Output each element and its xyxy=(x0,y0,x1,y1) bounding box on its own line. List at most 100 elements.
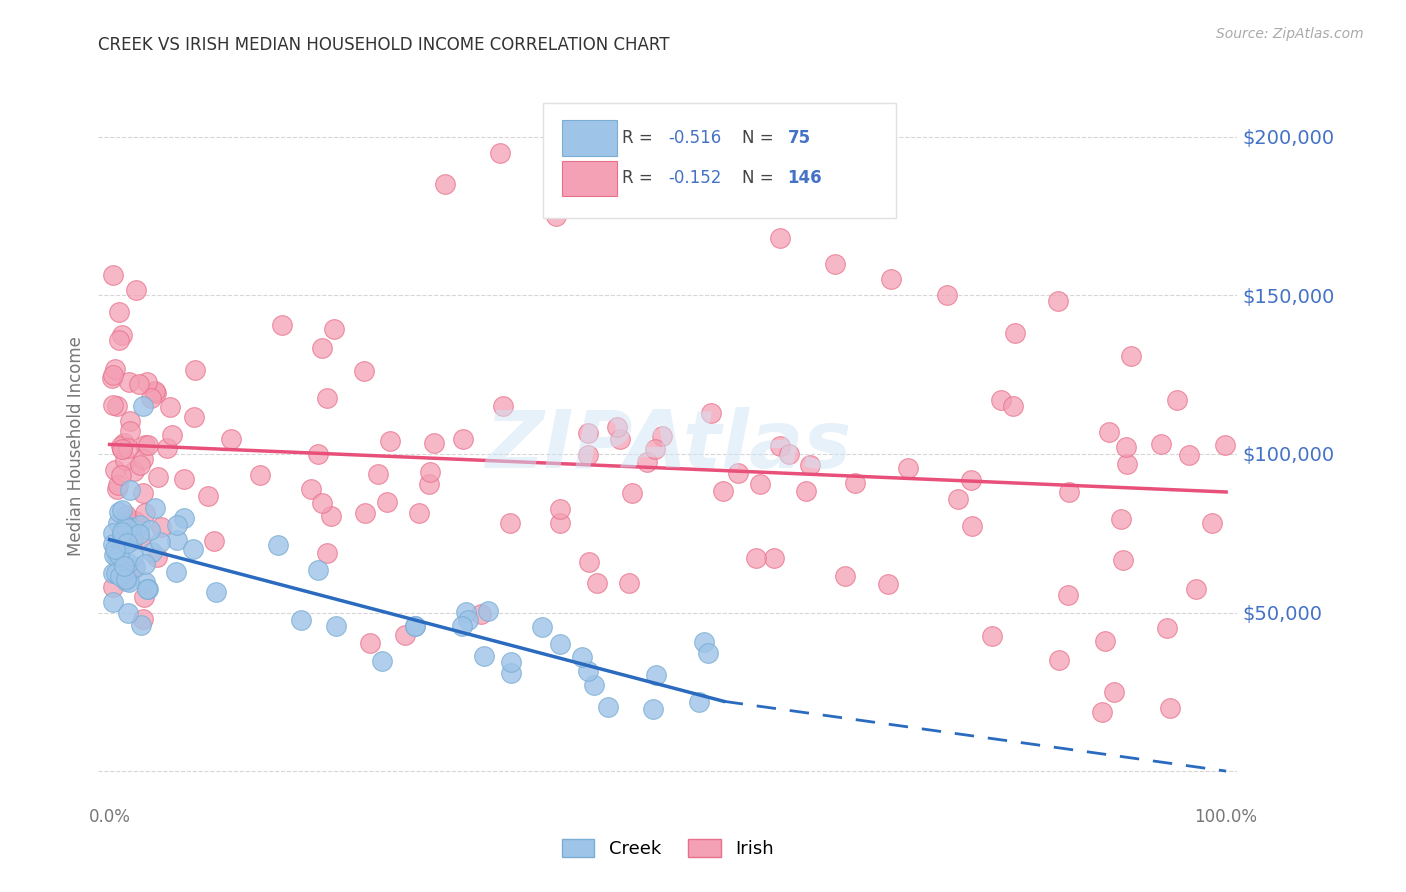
Point xyxy=(136,437,159,451)
Point xyxy=(125,283,148,297)
Point xyxy=(408,507,430,521)
Point xyxy=(128,377,150,392)
Point xyxy=(501,655,523,669)
Point xyxy=(122,549,145,563)
Point xyxy=(598,699,620,714)
Point xyxy=(477,604,499,618)
Point xyxy=(149,535,172,549)
Point xyxy=(472,648,495,663)
Point xyxy=(108,505,131,519)
Point xyxy=(136,375,159,389)
Point xyxy=(166,533,188,547)
Point xyxy=(693,634,716,648)
Point xyxy=(129,458,152,472)
Point xyxy=(143,384,166,398)
Point xyxy=(115,536,138,550)
FancyBboxPatch shape xyxy=(562,120,617,155)
Point xyxy=(118,575,141,590)
Point xyxy=(1115,458,1137,472)
Point xyxy=(418,477,440,491)
Point xyxy=(145,549,167,564)
Point xyxy=(134,590,156,604)
Point xyxy=(115,519,138,533)
Point xyxy=(550,501,572,516)
Point xyxy=(325,619,347,633)
Point xyxy=(105,545,128,559)
Text: -0.516: -0.516 xyxy=(668,128,721,146)
Point xyxy=(316,546,339,560)
Point xyxy=(107,548,129,562)
FancyBboxPatch shape xyxy=(562,161,617,196)
Point xyxy=(769,439,792,453)
Point xyxy=(824,257,846,271)
Point xyxy=(108,569,131,583)
Point xyxy=(745,550,768,565)
Point xyxy=(609,433,631,447)
Point xyxy=(104,566,127,580)
Point xyxy=(688,694,710,708)
Point xyxy=(118,520,141,534)
Point xyxy=(271,318,294,332)
Point xyxy=(166,518,188,533)
Point xyxy=(578,555,600,569)
Point xyxy=(141,391,163,405)
Point xyxy=(105,550,128,565)
Point xyxy=(202,534,225,549)
Point xyxy=(1178,448,1201,462)
Point xyxy=(129,518,152,533)
Point xyxy=(101,526,124,541)
Point xyxy=(112,435,135,450)
Point xyxy=(946,491,969,506)
Point xyxy=(768,231,790,245)
Point xyxy=(105,399,128,413)
Point xyxy=(115,521,138,535)
Point xyxy=(150,519,173,533)
Point xyxy=(1109,512,1132,526)
Point xyxy=(576,449,599,463)
Point xyxy=(104,541,127,556)
Point xyxy=(101,580,124,594)
Point xyxy=(877,577,900,591)
Point xyxy=(1094,634,1116,648)
Point xyxy=(419,465,441,479)
Point xyxy=(492,399,515,413)
Point xyxy=(103,268,125,282)
Point xyxy=(120,483,142,498)
Point xyxy=(159,400,181,414)
Point xyxy=(307,447,329,461)
Point xyxy=(404,619,426,633)
Point xyxy=(162,428,184,442)
Point xyxy=(571,650,593,665)
Point xyxy=(101,566,124,580)
Point xyxy=(1004,326,1026,340)
Point xyxy=(111,442,134,457)
Point xyxy=(128,526,150,541)
Point xyxy=(844,476,866,491)
Point xyxy=(267,538,290,552)
Point xyxy=(353,364,375,378)
Point xyxy=(322,322,344,336)
Point xyxy=(111,525,134,540)
Point xyxy=(1057,484,1080,499)
Point xyxy=(1091,705,1114,719)
Point xyxy=(117,571,139,585)
Point xyxy=(641,702,664,716)
Point xyxy=(104,463,127,477)
Point xyxy=(128,532,150,546)
Point xyxy=(205,585,228,599)
Point xyxy=(394,628,416,642)
Point xyxy=(936,288,959,302)
Point xyxy=(104,362,127,376)
Point xyxy=(136,582,159,597)
Point xyxy=(550,637,572,651)
Point xyxy=(118,414,141,428)
Point xyxy=(117,442,139,456)
Point xyxy=(470,607,492,622)
Point xyxy=(101,595,124,609)
Point xyxy=(1185,582,1208,596)
Point xyxy=(546,209,568,223)
Point xyxy=(404,618,426,632)
Text: -0.152: -0.152 xyxy=(668,169,721,187)
Point xyxy=(713,200,735,214)
FancyBboxPatch shape xyxy=(543,103,896,218)
